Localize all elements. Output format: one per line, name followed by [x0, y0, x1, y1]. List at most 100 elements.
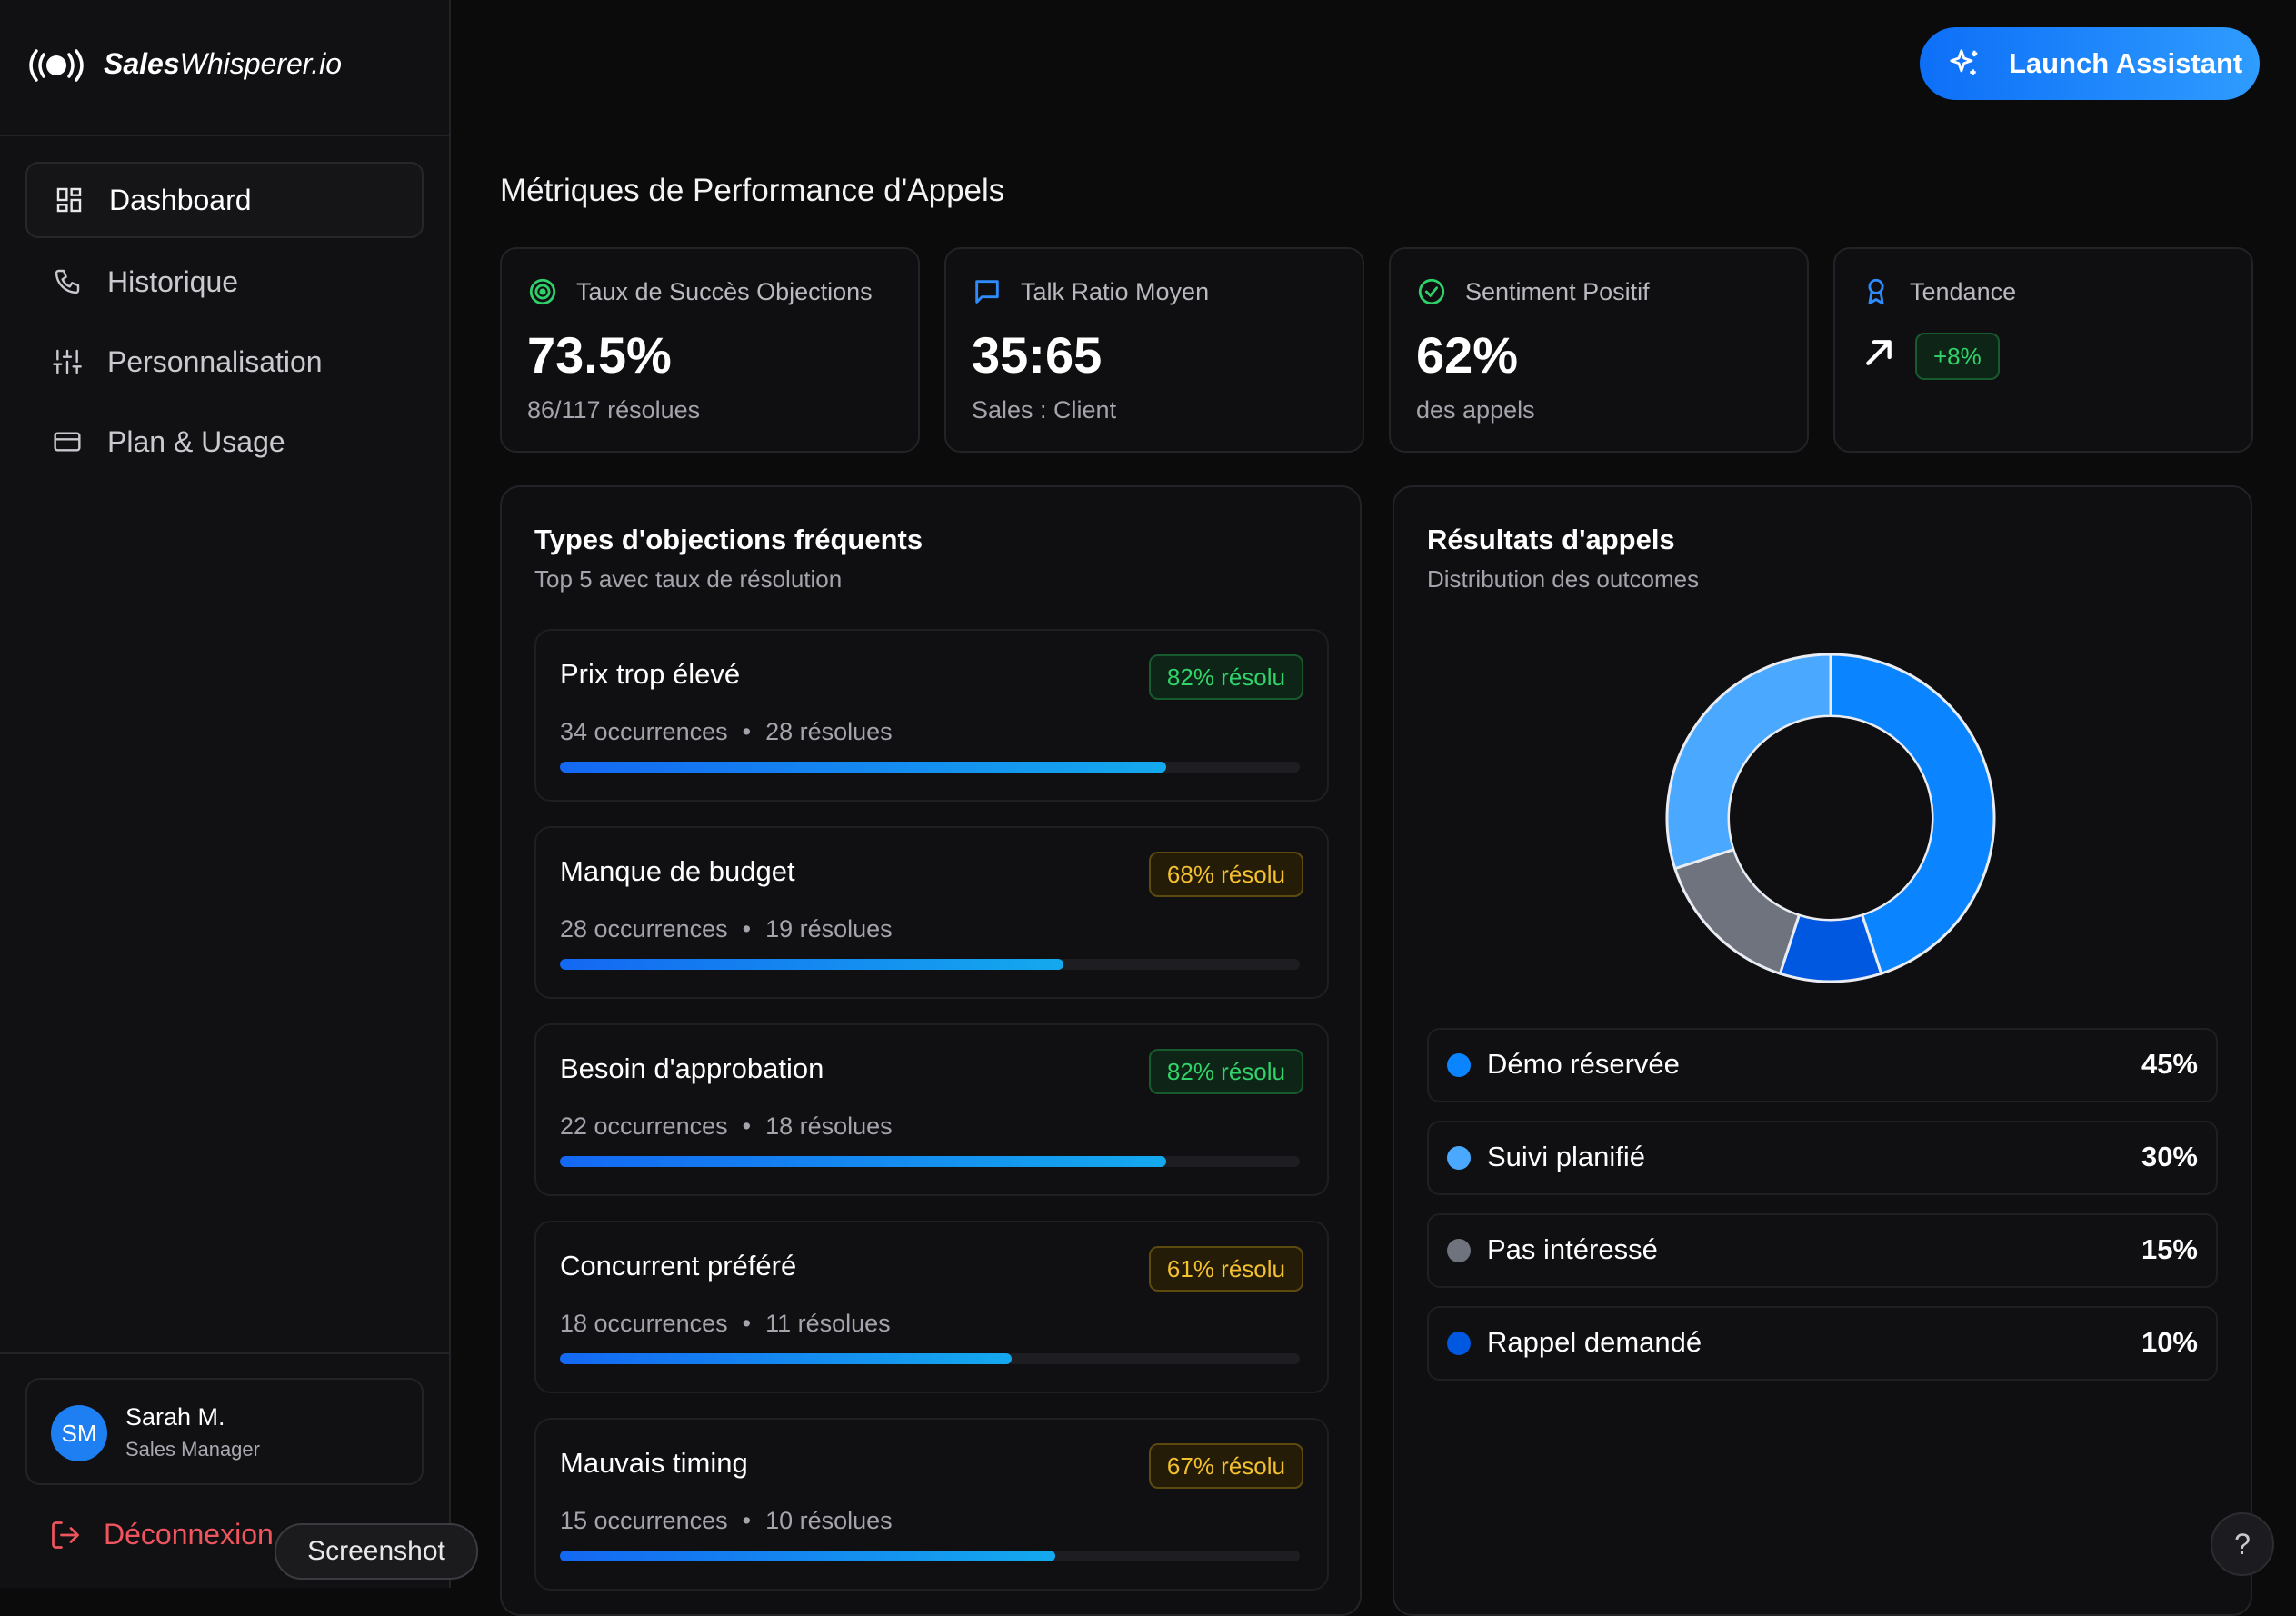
resolved-count: 18 résolues [765, 1112, 893, 1140]
legend-swatch [1447, 1146, 1471, 1170]
resolved-count: 19 résolues [765, 915, 893, 943]
nav-label: Dashboard [109, 183, 252, 216]
sparkles-icon [1947, 46, 1982, 81]
progress-fill [560, 959, 1063, 970]
legend-value: 45% [2141, 1048, 2198, 1080]
legend-item: Pas intéressé 15% [1427, 1213, 2218, 1288]
resolution-badge: 61% résolu [1148, 1246, 1303, 1292]
kpi-sub: 86/117 résolues [527, 396, 701, 424]
nav-item-historique[interactable]: Historique [25, 244, 424, 320]
logout-label: Déconnexion [104, 1518, 274, 1551]
trend-badge: +8% [1915, 333, 2000, 380]
avatar: SM [51, 1405, 107, 1461]
resolved-count: 10 résolues [765, 1507, 893, 1534]
separator: • [742, 1310, 752, 1337]
logout-icon [49, 1519, 82, 1551]
occurrence-count: 15 occurrences [560, 1507, 728, 1534]
donut-slice-démo-réservée [1829, 653, 1996, 976]
occurrence-count: 34 occurrences [560, 718, 728, 745]
brand-name: SalesWhisperer.io [104, 47, 343, 80]
legend-swatch [1447, 1332, 1471, 1355]
kpi-label: Talk Ratio Moyen [1021, 277, 1210, 305]
occurrence-count: 28 occurrences [560, 915, 728, 943]
kpi-label: Taux de Succès Objections [576, 277, 873, 305]
progress-track [560, 1551, 1300, 1561]
award-icon [1861, 276, 1892, 307]
separator: • [742, 915, 752, 943]
legend-item: Suivi planifié 30% [1427, 1121, 2218, 1195]
nav-label: Personnalisation [107, 344, 323, 378]
help-button[interactable]: ? [2211, 1512, 2274, 1576]
launch-assistant-button[interactable]: Launch Assistant [1920, 27, 2260, 100]
screenshot-tooltip: Screenshot [275, 1523, 478, 1580]
page-title: Métriques de Performance d'Appels [500, 173, 1005, 208]
panel-subtitle: Top 5 avec taux de résolution [534, 565, 843, 593]
resolved-count: 28 résolues [765, 718, 893, 745]
legend-value: 30% [2141, 1141, 2198, 1172]
legend-item: Rappel demandé 10% [1427, 1306, 2218, 1381]
nav-label: Plan & Usage [107, 424, 285, 458]
objection-card: Manque de budget 68% résolu 28 occurrences… [534, 826, 1329, 999]
objection-name: Besoin d'approbation [560, 1052, 824, 1084]
donut-slice-suivi-planifié [1665, 653, 1832, 871]
user-role: Sales Manager [125, 1438, 260, 1461]
objection-meta: 15 occurrences • 10 résolues [560, 1507, 893, 1535]
nav-item-personnalisation[interactable]: Personnalisation [25, 324, 424, 400]
panel-title: Types d'objections fréquents [534, 524, 923, 555]
occurrence-count: 18 occurrences [560, 1310, 728, 1337]
kpi-card-trend: Tendance +8% [1833, 247, 2253, 453]
objection-card: Concurrent préféré 61% résolu 18 occurrenc… [534, 1221, 1329, 1393]
separator: • [742, 1507, 752, 1534]
target-icon [527, 276, 558, 307]
resolution-badge: 68% résolu [1148, 852, 1303, 897]
kpi-label: Tendance [1910, 277, 2017, 305]
panel-title: Résultats d'appels [1427, 524, 1675, 555]
legend-swatch [1447, 1053, 1471, 1077]
objection-meta: 18 occurrences • 11 résolues [560, 1310, 891, 1338]
kpi-card-objection-success: Taux de Succès Objections 73.5% 86/117 r… [500, 247, 920, 453]
nav-label: Historique [107, 264, 239, 298]
objection-meta: 28 occurrences • 19 résolues [560, 915, 893, 943]
phone-icon [51, 265, 84, 298]
kpi-sub: des appels [1416, 396, 1535, 424]
separator: • [742, 718, 752, 745]
user-name: Sarah M. [125, 1403, 225, 1431]
logout-button[interactable]: Déconnexion [49, 1518, 274, 1551]
progress-fill [560, 1551, 1056, 1561]
outcome-donut-chart [1665, 653, 1996, 983]
objection-name: Mauvais timing [560, 1447, 748, 1479]
divider [0, 1352, 449, 1354]
objection-meta: 22 occurrences • 18 résolues [560, 1112, 893, 1141]
donut-hole [1730, 717, 1932, 919]
sound-wave-logo-icon [29, 49, 84, 82]
nav-item-dashboard[interactable]: Dashboard [25, 162, 424, 238]
user-card[interactable]: SM Sarah M. Sales Manager [25, 1378, 424, 1485]
progress-track [560, 1156, 1300, 1167]
progress-fill [560, 1353, 1012, 1364]
objection-card: Prix trop élevé 82% résolu 34 occurrences •… [534, 629, 1329, 802]
brand-header: SalesWhisperer.io [0, 0, 449, 136]
objection-name: Prix trop élevé [560, 658, 741, 690]
kpi-value: 62% [1416, 326, 1519, 384]
legend-label: Suivi planifié [1487, 1141, 1646, 1172]
objection-name: Concurrent préféré [560, 1250, 797, 1282]
arrow-up-right-icon [1866, 340, 1892, 365]
objection-name: Manque de budget [560, 855, 795, 887]
legend-label: Rappel demandé [1487, 1326, 1702, 1358]
kpi-card-talk-ratio: Talk Ratio Moyen 35:65 Sales : Client [944, 247, 1364, 453]
resolution-badge: 67% résolu [1148, 1443, 1303, 1489]
objection-meta: 34 occurrences • 28 résolues [560, 718, 893, 746]
grid-icon [53, 184, 85, 216]
occurrence-count: 22 occurrences [560, 1112, 728, 1140]
resolved-count: 11 résolues [765, 1310, 891, 1337]
sidebar: SalesWhisperer.io Dashboard Historique P… [0, 0, 451, 1588]
progress-fill [560, 762, 1167, 773]
kpi-value: 73.5% [527, 326, 672, 384]
legend-swatch [1447, 1239, 1471, 1262]
progress-fill [560, 1156, 1167, 1167]
legend-value: 15% [2141, 1233, 2198, 1265]
objection-card: Mauvais timing 67% résolu 15 occurrences • 1… [534, 1418, 1329, 1591]
progress-track [560, 1353, 1300, 1364]
nav-item-plan-usage[interactable]: Plan & Usage [25, 404, 424, 480]
credit-card-icon [51, 425, 84, 458]
